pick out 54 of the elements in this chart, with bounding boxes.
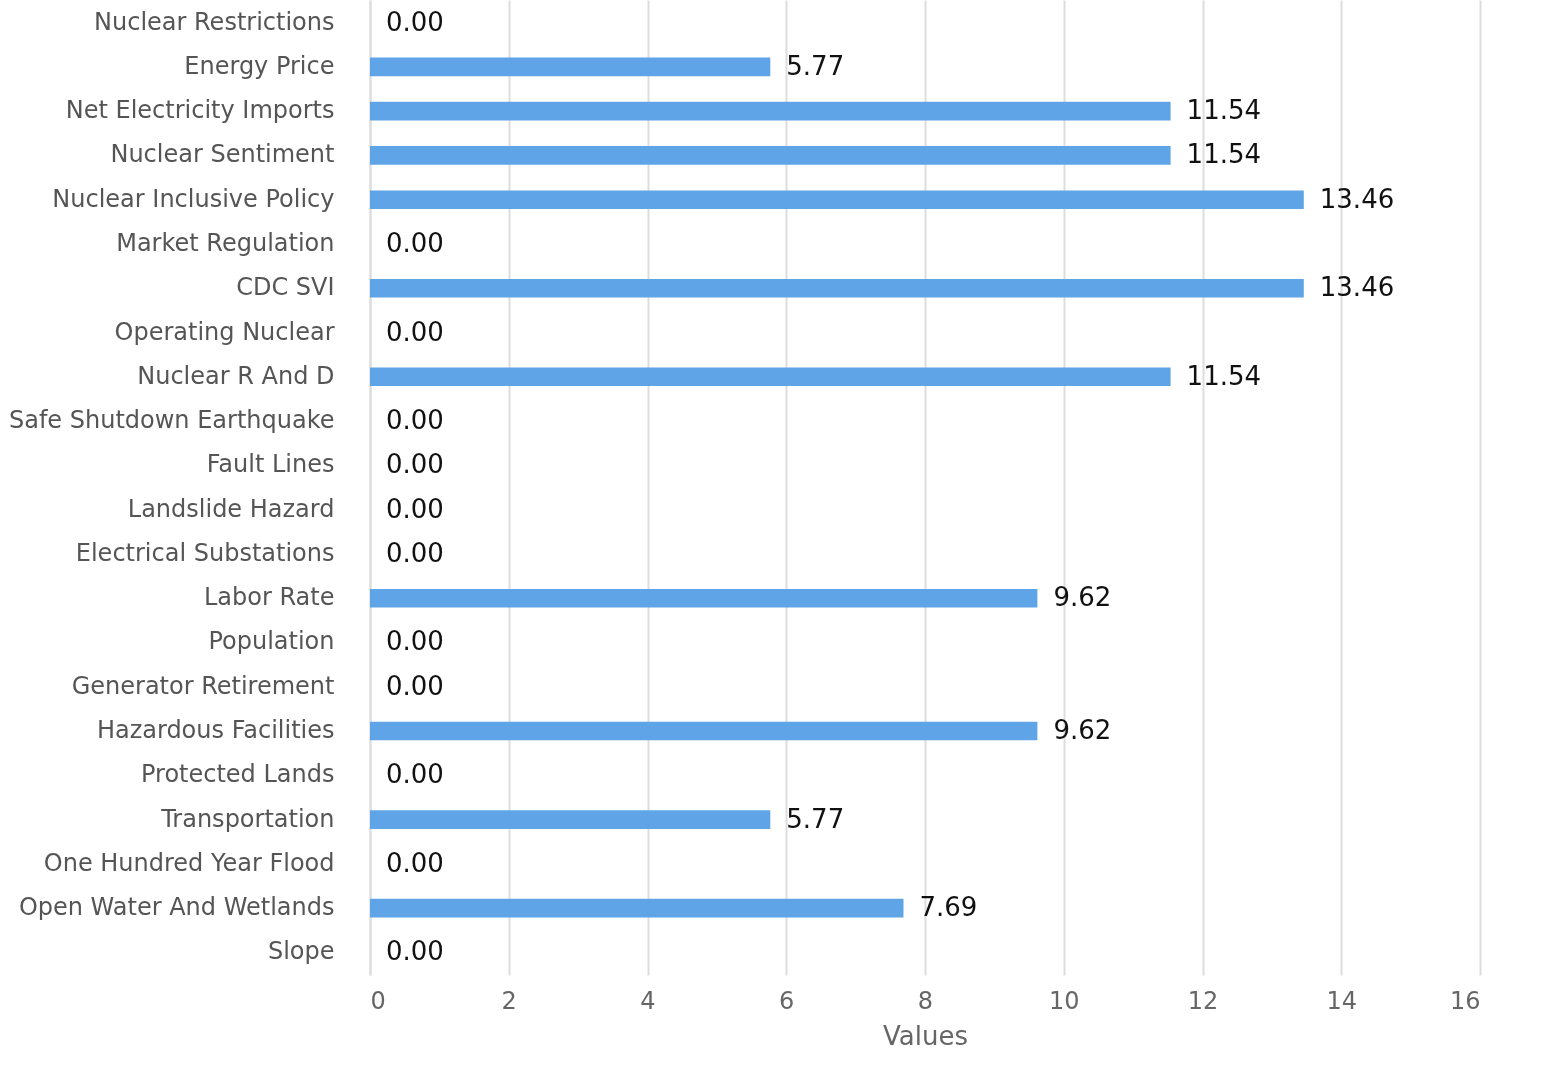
y-tick-label: Energy Price <box>184 51 335 80</box>
data-label: 0.00 <box>386 227 444 258</box>
data-label: 9.62 <box>1053 582 1112 613</box>
data-label: 0.00 <box>386 405 444 436</box>
x-tick-label: 4 <box>640 986 656 1015</box>
x-tick-label: 14 <box>1326 986 1358 1015</box>
data-label: 0.00 <box>386 449 444 480</box>
data-label: 0.00 <box>386 493 444 524</box>
data-label: 11.54 <box>1186 139 1262 170</box>
data-label: 5.77 <box>786 803 845 834</box>
data-label: 11.54 <box>1186 360 1262 391</box>
y-tick-label: One Hundred Year Flood <box>43 848 335 877</box>
y-tick-label: Landslide Hazard <box>127 494 335 523</box>
data-label: 0.00 <box>386 6 444 37</box>
x-tick-label: 12 <box>1187 986 1219 1015</box>
y-tick-label: Protected Lands <box>140 760 335 789</box>
x-tick-label: 8 <box>917 986 934 1015</box>
x-tick-label: 10 <box>1048 986 1080 1015</box>
y-tick-label: Net Electricity Imports <box>65 96 335 125</box>
data-label: 0.00 <box>386 847 444 878</box>
data-label: 11.54 <box>1186 95 1262 126</box>
y-tick-label: Nuclear Inclusive Policy <box>52 184 335 213</box>
y-tick-label: Labor Rate <box>203 583 335 612</box>
y-tick-label: Hazardous Facilities <box>96 716 335 745</box>
x-tick-label: 2 <box>501 986 517 1015</box>
y-tick-label: Nuclear Sentiment <box>110 140 335 169</box>
y-tick-label: Market Regulation <box>116 228 335 257</box>
data-label: 0.00 <box>386 936 444 967</box>
data-label: 0.00 <box>386 759 444 790</box>
data-label: 7.69 <box>919 892 978 923</box>
data-label: 0.00 <box>386 670 444 701</box>
data-label: 0.00 <box>386 537 444 568</box>
y-tick-label: Operating Nuclear <box>114 317 335 346</box>
y-tick-label: Population <box>208 627 335 656</box>
y-tick-label: Fault Lines <box>206 450 335 479</box>
y-tick-label: Transportation <box>160 804 335 833</box>
data-label: 5.77 <box>786 50 845 81</box>
x-tick-label: 6 <box>779 986 795 1015</box>
y-tick-label: Nuclear R And D <box>137 361 335 390</box>
y-tick-label: Open Water And Wetlands <box>18 893 335 922</box>
x-axis-title: Values <box>883 1020 968 1051</box>
y-tick-label: Slope <box>267 937 335 966</box>
data-label: 13.46 <box>1319 272 1395 303</box>
data-label: 0.00 <box>386 626 444 657</box>
y-tick-label: CDC SVI <box>236 273 335 302</box>
y-tick-label: Generator Retirement <box>71 671 335 700</box>
data-label: 9.62 <box>1053 715 1112 746</box>
x-tick-label: 0 <box>370 986 386 1015</box>
y-tick-label: Nuclear Restrictions <box>94 7 335 36</box>
data-label: 13.46 <box>1319 183 1395 214</box>
data-label: 0.00 <box>386 316 444 347</box>
x-tick-label: 16 <box>1449 986 1481 1015</box>
y-tick-label: Electrical Substations <box>75 538 335 567</box>
y-tick-label: Safe Shutdown Earthquake <box>8 406 335 435</box>
